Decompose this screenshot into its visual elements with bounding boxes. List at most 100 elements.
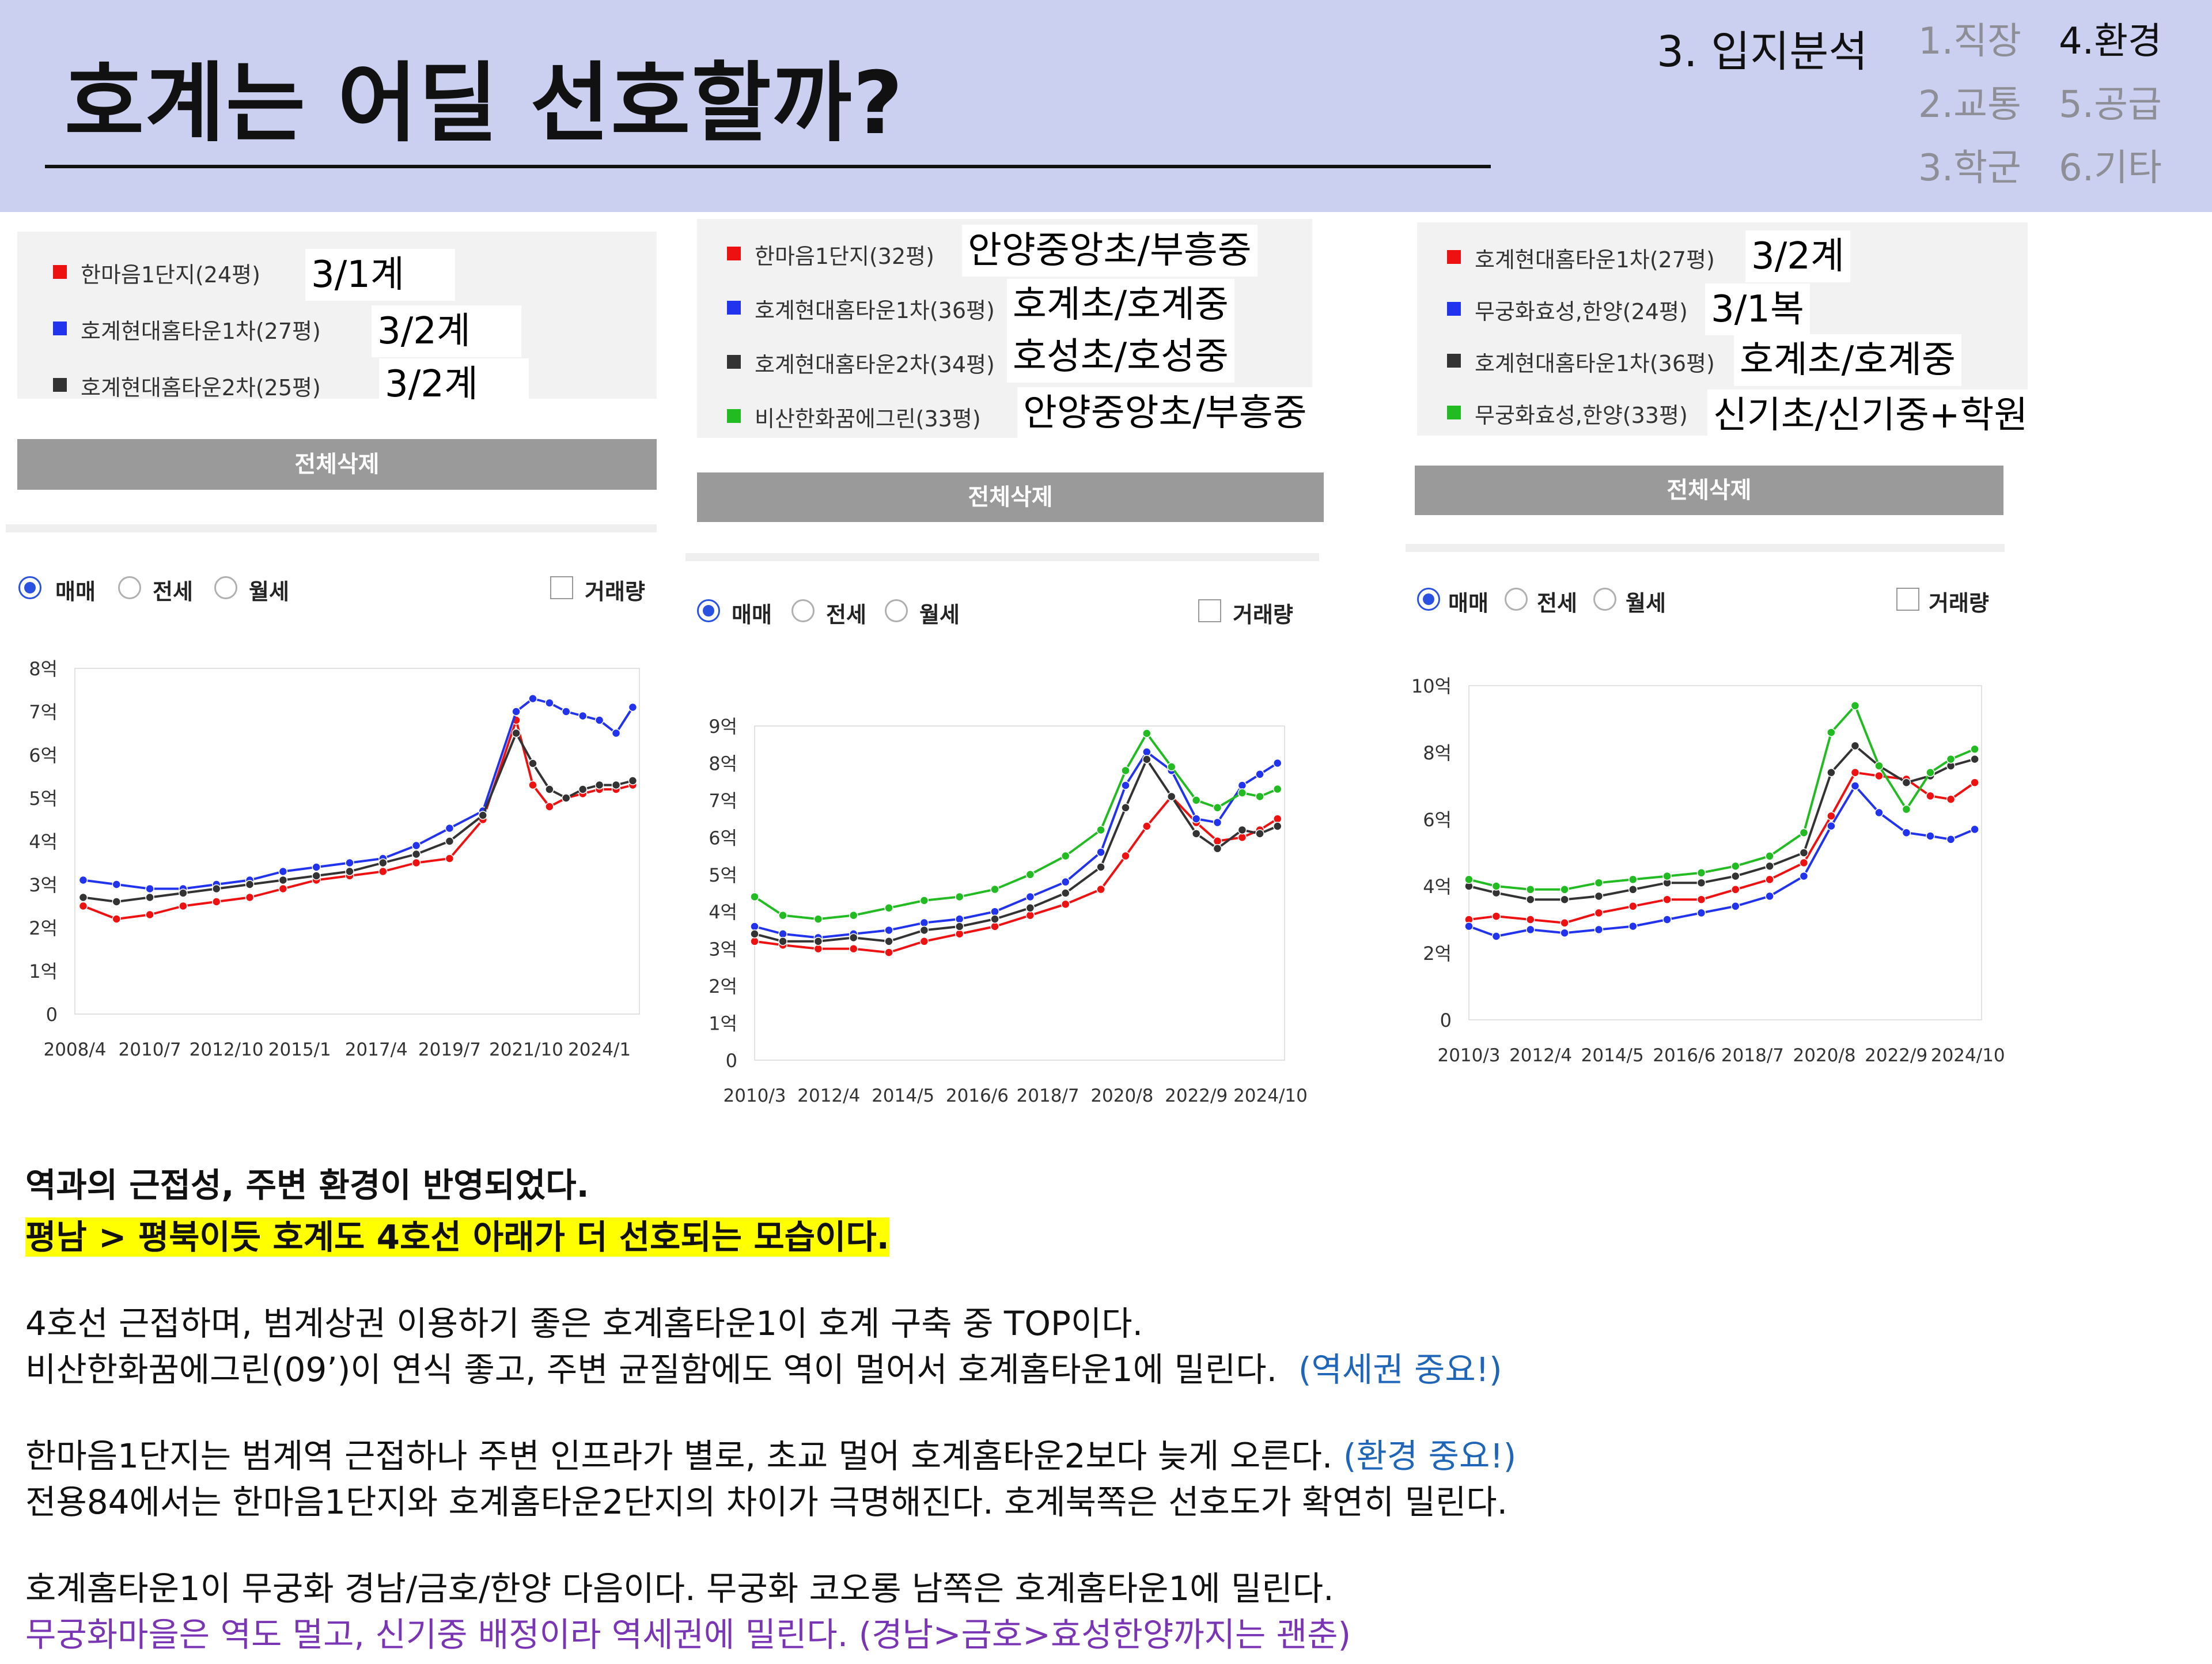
data-point[interactable]	[211, 884, 221, 894]
data-point[interactable]	[990, 884, 999, 894]
data-point[interactable]	[1827, 811, 1836, 820]
data-point[interactable]	[884, 925, 893, 935]
radio-jeonse[interactable]	[791, 599, 815, 622]
data-point[interactable]	[1926, 768, 1935, 777]
data-point[interactable]	[179, 888, 188, 898]
data-point[interactable]	[1272, 758, 1282, 768]
data-point[interactable]	[1696, 868, 1706, 878]
data-point[interactable]	[955, 929, 964, 939]
data-point[interactable]	[1799, 828, 1809, 837]
data-point[interactable]	[1662, 915, 1672, 924]
data-point[interactable]	[1121, 766, 1130, 776]
data-point[interactable]	[1696, 895, 1706, 904]
data-point[interactable]	[1594, 908, 1604, 918]
data-point[interactable]	[1272, 822, 1282, 831]
data-point[interactable]	[245, 892, 255, 902]
delete-all-button[interactable]: 전체삭제	[697, 472, 1324, 522]
data-point[interactable]	[1121, 781, 1130, 790]
data-point[interactable]	[1662, 871, 1672, 881]
data-point[interactable]	[1237, 788, 1247, 797]
data-point[interactable]	[78, 875, 88, 885]
legend-item[interactable]: 비산한화꿈에그린(33평) 안양중앙초/부흥중	[697, 387, 1313, 439]
data-point[interactable]	[1237, 833, 1247, 842]
data-point[interactable]	[278, 875, 288, 885]
data-point[interactable]	[1628, 902, 1638, 911]
data-point[interactable]	[1765, 852, 1774, 861]
data-point[interactable]	[1827, 768, 1836, 777]
nav-item-work[interactable]: 1.직장	[1918, 20, 2021, 63]
data-point[interactable]	[78, 892, 88, 902]
data-point[interactable]	[1970, 778, 1979, 787]
data-point[interactable]	[1526, 925, 1535, 935]
data-point[interactable]	[884, 937, 893, 946]
data-point[interactable]	[528, 780, 537, 790]
data-point[interactable]	[1902, 804, 1911, 814]
data-point[interactable]	[1191, 796, 1201, 805]
data-point[interactable]	[1025, 910, 1035, 920]
data-point[interactable]	[528, 759, 537, 768]
data-point[interactable]	[1096, 825, 1105, 835]
data-point[interactable]	[1213, 837, 1222, 846]
data-point[interactable]	[1560, 928, 1569, 937]
data-point[interactable]	[112, 914, 122, 924]
data-point[interactable]	[378, 858, 388, 868]
data-point[interactable]	[1491, 912, 1501, 921]
data-point[interactable]	[145, 884, 154, 894]
volume-checkbox[interactable]	[1896, 588, 1919, 611]
data-point[interactable]	[750, 892, 759, 902]
data-point[interactable]	[1142, 755, 1152, 764]
data-point[interactable]	[750, 929, 759, 939]
data-point[interactable]	[1272, 814, 1282, 823]
legend-item[interactable]: 호계현대홈타운1차(27평) 3/2계	[1417, 230, 2028, 282]
data-point[interactable]	[445, 854, 454, 863]
data-point[interactable]	[919, 937, 929, 946]
data-point[interactable]	[1696, 908, 1706, 918]
data-point[interactable]	[562, 707, 571, 716]
data-point[interactable]	[955, 922, 964, 931]
data-point[interactable]	[1464, 875, 1474, 884]
data-point[interactable]	[990, 922, 999, 931]
data-point[interactable]	[628, 776, 638, 785]
legend-item[interactable]: 호계현대홈타운1차(27평) 3/2계	[17, 305, 657, 357]
radio-jeonse[interactable]	[1505, 588, 1528, 611]
data-point[interactable]	[1213, 844, 1222, 853]
data-point[interactable]	[1731, 902, 1740, 911]
data-point[interactable]	[112, 897, 122, 906]
data-point[interactable]	[1560, 895, 1569, 904]
data-point[interactable]	[445, 823, 454, 833]
data-point[interactable]	[1142, 747, 1152, 757]
data-point[interactable]	[528, 694, 537, 704]
legend-item[interactable]: 무궁화효성,한양(24평) 3/1복	[1417, 283, 2028, 335]
data-point[interactable]	[778, 910, 787, 920]
data-point[interactable]	[813, 914, 823, 924]
data-point[interactable]	[445, 837, 454, 846]
data-point[interactable]	[1060, 877, 1070, 887]
delete-all-button[interactable]: 전체삭제	[1415, 466, 2003, 515]
data-point[interactable]	[1255, 792, 1264, 801]
radio-sale[interactable]	[1417, 588, 1440, 611]
data-point[interactable]	[1191, 829, 1201, 838]
data-point[interactable]	[1121, 803, 1130, 812]
radio-monthly[interactable]	[1593, 588, 1616, 611]
data-point[interactable]	[1560, 885, 1569, 894]
data-point[interactable]	[1799, 858, 1809, 868]
data-point[interactable]	[990, 907, 999, 916]
data-point[interactable]	[245, 880, 255, 889]
data-point[interactable]	[955, 914, 964, 924]
data-point[interactable]	[578, 785, 588, 794]
data-point[interactable]	[884, 903, 893, 913]
data-point[interactable]	[1166, 762, 1176, 772]
data-point[interactable]	[1025, 870, 1035, 879]
data-point[interactable]	[1025, 903, 1035, 913]
data-point[interactable]	[1526, 915, 1535, 924]
data-point[interactable]	[145, 910, 154, 920]
delete-all-button[interactable]: 전체삭제	[17, 439, 657, 490]
data-point[interactable]	[1096, 863, 1105, 872]
data-point[interactable]	[1142, 729, 1152, 738]
data-point[interactable]	[312, 863, 321, 872]
data-point[interactable]	[1827, 821, 1836, 831]
data-point[interactable]	[1926, 831, 1935, 841]
data-point[interactable]	[1060, 851, 1070, 861]
data-point[interactable]	[478, 811, 488, 820]
data-point[interactable]	[545, 802, 554, 811]
